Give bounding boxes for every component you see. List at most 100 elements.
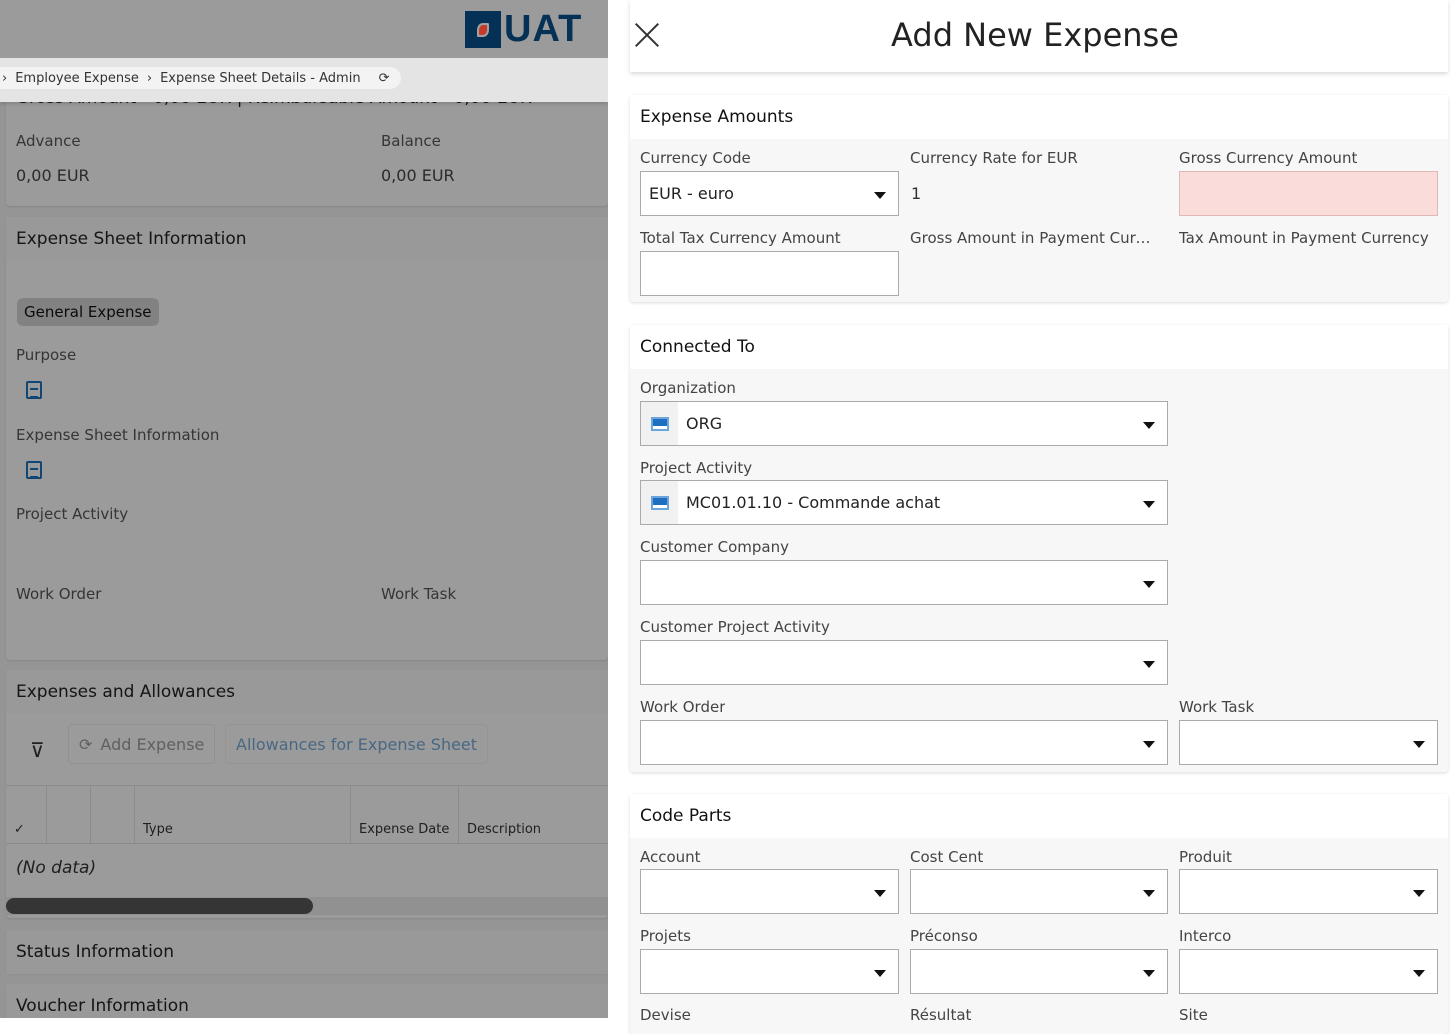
site-label: Site — [1179, 1006, 1208, 1024]
currency-code-select[interactable]: EUR - euro — [640, 171, 899, 216]
chevron-right-icon: › — [2, 70, 8, 86]
section-title: Code Parts — [630, 794, 1448, 838]
cost-center-label: Cost Cent — [910, 848, 984, 866]
esi-label: Expense Sheet Information — [16, 426, 220, 444]
balance-value: 0,00 EUR — [381, 166, 455, 185]
column-description[interactable]: Description — [467, 822, 542, 837]
column-type[interactable]: Type — [135, 786, 351, 844]
add-expense-dialog: Add New Expense Expense Amounts Currency… — [608, 0, 1451, 1034]
top-bar: UAT — [0, 0, 608, 58]
advance-label: Advance — [16, 132, 81, 150]
scrollbar-thumb[interactable] — [6, 898, 313, 914]
interco-select[interactable] — [1179, 949, 1438, 994]
chevron-down-icon — [874, 890, 886, 897]
filter-icon[interactable]: ⊽ — [30, 738, 45, 762]
currency-rate-value: 1 — [911, 184, 922, 203]
produit-select[interactable] — [1179, 869, 1438, 914]
section-title: Voucher Information — [6, 984, 608, 1018]
dialog-title: Add New Expense — [891, 16, 1179, 54]
preconso-label: Préconso — [910, 927, 978, 945]
projets-label: Projets — [640, 927, 691, 945]
list-of-values-icon[interactable] — [641, 481, 678, 524]
expense-amounts-section: Expense Amounts Currency Code EUR - euro… — [630, 95, 1448, 302]
project-activity-select[interactable]: MC01.01.10 - Commande achat — [640, 480, 1168, 525]
column-expense-date[interactable]: Expense Date — [351, 786, 459, 844]
column-blank — [91, 786, 135, 844]
connected-to-section: Connected To Organization ORG Project Ac… — [630, 325, 1448, 772]
chevron-down-icon — [1413, 890, 1425, 897]
chevron-down-icon — [1143, 422, 1155, 429]
chevron-down-icon — [1143, 741, 1155, 748]
expense-sheet-info-card: Expense Sheet Information General Expens… — [6, 217, 608, 660]
expense-sheet-page: UAT › Employee Expense › Expense Sheet D… — [0, 0, 608, 1018]
gross-amount-label: Gross Currency Amount — [1179, 149, 1358, 167]
purpose-label: Purpose — [16, 346, 77, 364]
breadcrumb-employee-expense[interactable]: Employee Expense — [15, 70, 139, 86]
customer-company-select[interactable] — [640, 560, 1168, 605]
customer-project-activity-label: Customer Project Activity — [640, 618, 830, 636]
toolbar: ⊽ ⟳ Add Expense Allowances for Expense Sh… — [6, 714, 608, 784]
gross-currency-amount-input[interactable] — [1179, 171, 1438, 216]
chevron-down-icon — [1143, 970, 1155, 977]
organization-select[interactable]: ORG — [640, 401, 1168, 446]
tax-payment-label: Tax Amount in Payment Currency — [1179, 229, 1429, 247]
work-task-select[interactable] — [1179, 720, 1438, 765]
work-task-label: Work Task — [381, 585, 457, 603]
horizontal-scrollbar[interactable] — [6, 897, 608, 915]
no-data-text: (No data) — [16, 858, 97, 878]
preconso-select[interactable] — [910, 949, 1168, 994]
produit-label: Produit — [1179, 848, 1232, 866]
voucher-info-card[interactable]: Voucher Information — [6, 984, 608, 1018]
balance-label: Balance — [381, 132, 441, 150]
account-select[interactable] — [640, 869, 899, 914]
refresh-icon[interactable]: ⟳ — [378, 70, 390, 86]
currency-code-label: Currency Code — [640, 149, 751, 167]
total-tax-input[interactable] — [640, 251, 899, 296]
work-task-label: Work Task — [1179, 698, 1255, 716]
chevron-down-icon — [1143, 890, 1155, 897]
breadcrumb-expense-sheet-details[interactable]: Expense Sheet Details - Admin — [160, 70, 361, 86]
column-blank — [47, 786, 91, 844]
total-tax-label: Total Tax Currency Amount — [640, 229, 841, 247]
section-title: Expense Sheet Information — [6, 217, 608, 261]
modal-backdrop[interactable] — [0, 0, 608, 1018]
chevron-down-icon — [874, 192, 886, 199]
section-title: Expenses and Allowances — [6, 670, 608, 714]
chevron-down-icon — [1143, 661, 1155, 668]
select-all-checkbox[interactable]: ✓ — [6, 786, 47, 844]
chevron-down-icon — [874, 970, 886, 977]
allowances-button[interactable]: Allowances for Expense Sheet — [225, 724, 489, 764]
resultat-label: Résultat — [910, 1006, 972, 1024]
notepad-icon[interactable] — [26, 381, 42, 399]
chevron-down-icon — [1143, 581, 1155, 588]
chevron-down-icon — [1413, 970, 1425, 977]
section-title: Status Information — [6, 930, 608, 974]
currency-rate-label: Currency Rate for EUR — [910, 149, 1078, 167]
chevron-down-icon — [1413, 741, 1425, 748]
organization-label: Organization — [640, 379, 736, 397]
general-expense-chip: General Expense — [17, 298, 159, 326]
project-activity-label: Project Activity — [16, 505, 129, 523]
interco-label: Interco — [1179, 927, 1232, 945]
customer-project-activity-select[interactable] — [640, 640, 1168, 685]
notepad-icon[interactable] — [26, 461, 42, 479]
breadcrumb: › Employee Expense › Expense Sheet Detai… — [0, 58, 608, 102]
list-of-values-icon[interactable] — [641, 402, 678, 445]
status-info-card[interactable]: Status Information — [6, 930, 608, 974]
summary-card: Gross Amount - 0,00 EUR | Reimbursable A… — [6, 88, 608, 206]
chevron-right-icon: › — [146, 70, 153, 86]
expenses-allowances-card: Expenses and Allowances ⊽ ⟳ Add Expense A… — [6, 670, 608, 918]
gross-payment-label: Gross Amount in Payment Curre... — [910, 229, 1155, 247]
section-title: Connected To — [630, 325, 1448, 369]
projets-select[interactable] — [640, 949, 899, 994]
section-title: Expense Amounts — [630, 95, 1448, 139]
logo: UAT — [465, 8, 582, 51]
table-header: ✓ Type Expense Date Description — [6, 785, 608, 844]
work-order-label: Work Order — [640, 698, 726, 716]
work-order-label: Work Order — [16, 585, 102, 603]
chevron-down-icon — [1143, 501, 1155, 508]
add-expense-button[interactable]: ⟳ Add Expense — [68, 724, 216, 764]
work-order-select[interactable] — [640, 720, 1168, 765]
devise-label: Devise — [640, 1006, 691, 1024]
cost-center-select[interactable] — [910, 869, 1168, 914]
